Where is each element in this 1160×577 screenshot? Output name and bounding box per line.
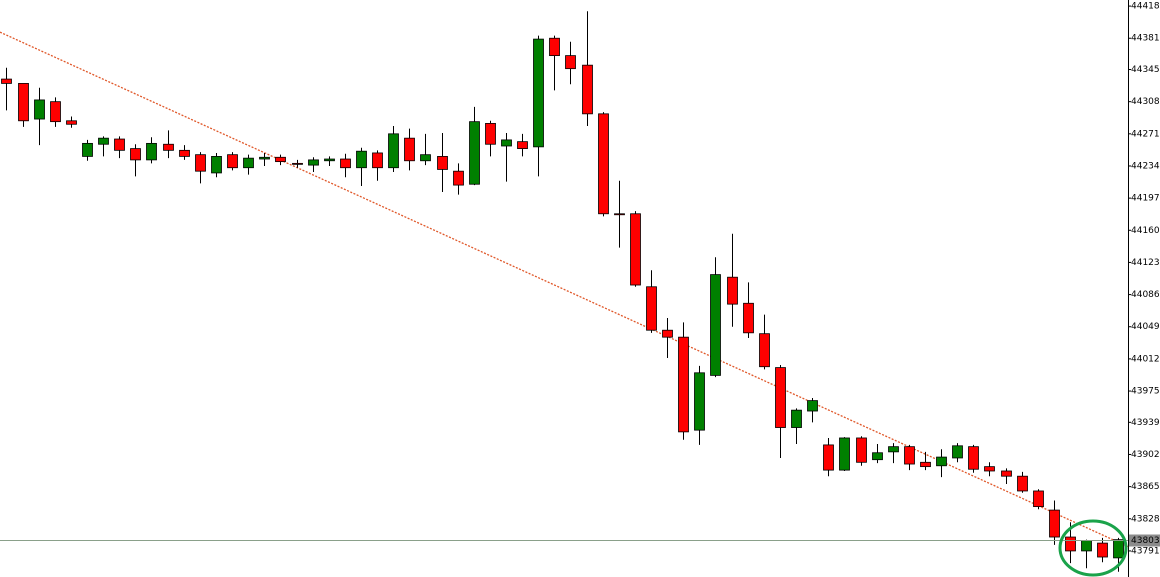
candle-body [920, 461, 931, 468]
candle-body [968, 446, 979, 470]
y-tick-label: 44271. [1131, 129, 1160, 139]
candle-body [211, 156, 222, 174]
y-tick-label: 44197. [1131, 194, 1160, 204]
candle-body [936, 456, 947, 467]
candle-body [614, 213, 625, 216]
candle-body [18, 83, 29, 122]
candle-body [565, 55, 576, 70]
candle-body [888, 446, 899, 453]
candle-body [1113, 539, 1124, 559]
candle-body [146, 142, 157, 161]
trendline [0, 31, 1129, 548]
y-tick-label: 44049. [1131, 322, 1160, 332]
candle-body [904, 446, 915, 465]
candle-body [710, 274, 721, 376]
candle-body [485, 122, 496, 145]
y-tick-label: 44418. [1131, 2, 1160, 12]
candle-body [517, 141, 528, 149]
candle-body [340, 158, 351, 169]
candle-body [163, 143, 174, 151]
candle-body [1033, 490, 1044, 508]
y-tick-label: 44086. [1131, 290, 1160, 300]
y-tick-label: 44345. [1131, 65, 1160, 75]
y-tick-label: 43975. [1131, 387, 1160, 397]
candle-body [324, 158, 335, 162]
candle-body [791, 409, 802, 428]
candle-body [1001, 470, 1012, 477]
candle-body [952, 445, 963, 459]
candle-body [114, 138, 125, 151]
candle-body [275, 156, 286, 163]
candle-body [227, 154, 238, 169]
y-tick-label: 43902. [1131, 450, 1160, 460]
candle-body [598, 113, 609, 215]
candle-body [66, 120, 77, 125]
candle-body [1049, 509, 1060, 538]
candle-body [533, 38, 544, 148]
y-tick-label: 44160. [1131, 226, 1160, 236]
candle-body [727, 276, 738, 305]
candle-body [453, 170, 464, 186]
candle-body [1081, 540, 1092, 552]
candle-body [582, 64, 593, 115]
candle-body [743, 302, 754, 334]
y-tick-label: 43791. [1131, 546, 1160, 556]
candle-body [130, 148, 141, 161]
candle-body [437, 156, 448, 170]
candle-body [372, 152, 383, 169]
candle-body [98, 137, 109, 145]
candle-body [759, 333, 770, 368]
candle-body [694, 372, 705, 431]
last-price-tag [1129, 534, 1160, 547]
candle-body [839, 437, 850, 471]
candle-body [179, 149, 190, 157]
y-tick-label: 44123. [1131, 258, 1160, 268]
candle-body [1097, 542, 1108, 558]
y-tick-label: 44381. [1131, 34, 1160, 44]
candle-body [1, 78, 12, 84]
last-price-label: 43803 [1131, 536, 1160, 546]
candle-body [662, 329, 673, 338]
candle-body [259, 156, 270, 160]
candle-body [501, 139, 512, 147]
candle-body [856, 437, 867, 463]
candle-body [630, 213, 641, 286]
candle-body [646, 286, 657, 331]
candle-body [404, 137, 415, 162]
candle-body [50, 101, 61, 123]
candle-body [1017, 475, 1028, 492]
y-tick-label: 44234. [1131, 161, 1160, 171]
candle-body [420, 154, 431, 162]
candle-body [243, 157, 254, 169]
candle-body [82, 142, 93, 157]
candle-body [872, 452, 883, 461]
candle-body [1065, 536, 1076, 552]
candle-body [775, 367, 786, 428]
candle-body [823, 444, 834, 471]
candle-body [678, 336, 689, 433]
candle-body [549, 37, 560, 57]
y-tick-label: 43939. [1131, 418, 1160, 428]
candle-body [984, 466, 995, 472]
highlight-circle [1058, 519, 1128, 577]
candle-body [34, 99, 45, 120]
y-tick-label: 44012. [1131, 354, 1160, 364]
candle-body [356, 150, 367, 169]
candle-body [308, 159, 319, 166]
y-tick-label: 43865. [1131, 482, 1160, 492]
y-tick-label: 43828. [1131, 514, 1160, 524]
candle-body [469, 121, 480, 185]
candle-body [807, 400, 818, 412]
y-tick-label: 44308. [1131, 97, 1160, 107]
candle-body [388, 133, 399, 169]
candle-body [292, 162, 303, 165]
candle-body [195, 154, 206, 172]
